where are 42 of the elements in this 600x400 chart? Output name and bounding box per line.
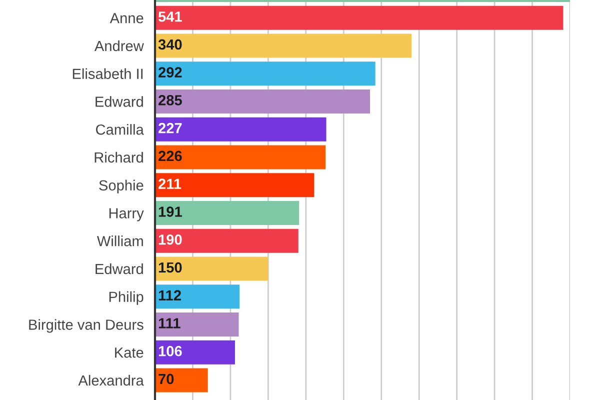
data-label: 106 <box>158 346 182 356</box>
y-tick-label: Edward <box>96 263 143 274</box>
y-tick-label: Kate <box>115 348 144 358</box>
bar <box>155 312 239 336</box>
bar <box>155 6 564 30</box>
data-label: 285 <box>158 95 182 106</box>
y-tick-label: Richard <box>94 152 143 163</box>
bar <box>155 62 376 86</box>
y-tick-label: Birgitte van Deurs <box>29 319 144 333</box>
data-label: 111 <box>158 318 180 328</box>
data-label: 150 <box>158 262 182 273</box>
data-label: 112 <box>158 290 181 300</box>
data-label: 190 <box>158 234 182 245</box>
y-tick-label: Philip <box>109 291 144 305</box>
y-tick-label: Andrew <box>94 40 144 52</box>
y-tick-label: Edward <box>96 96 143 107</box>
data-label: 292 <box>158 67 182 78</box>
bar <box>155 117 326 142</box>
data-label: 226 <box>158 150 182 162</box>
bar <box>155 340 235 364</box>
data-label: 227 <box>158 122 182 134</box>
bar <box>155 89 370 114</box>
data-label: 191 <box>158 206 182 217</box>
bar <box>155 228 298 253</box>
y-tick-label: Anne <box>110 13 144 24</box>
y-tick-label: Sophie <box>99 180 144 194</box>
data-label: 340 <box>158 39 182 50</box>
data-label: 70 <box>158 374 174 384</box>
bar <box>155 173 314 198</box>
y-tick-label: Camilla <box>96 124 144 135</box>
bar <box>155 145 326 170</box>
data-label: 211 <box>158 178 182 189</box>
bar <box>155 256 268 281</box>
bar <box>155 284 240 309</box>
y-tick-label: Alexandra <box>78 374 144 386</box>
bar <box>155 368 208 392</box>
bar <box>155 34 412 58</box>
data-label: 541 <box>158 12 182 22</box>
y-tick-label: Harry <box>109 208 144 222</box>
bar <box>155 200 300 225</box>
y-tick-label: Elisabeth II <box>72 68 143 80</box>
y-tick-label: William <box>96 236 143 246</box>
